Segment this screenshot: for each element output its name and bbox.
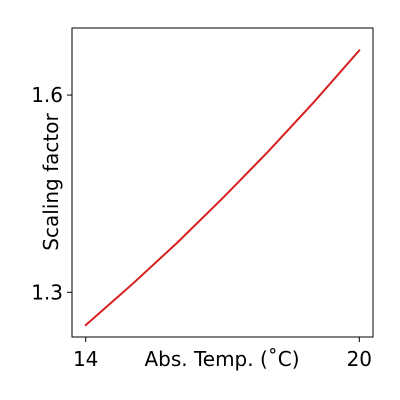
plot-area	[71, 27, 374, 338]
x-tick-label: 14	[73, 347, 98, 371]
x-axis-label: Abs. Temp. (˚C)	[144, 347, 299, 371]
y-tick-label: 1.6	[31, 83, 63, 107]
series-line-0	[84, 49, 361, 327]
y-axis-ticks: 1.3 1.6	[31, 83, 72, 304]
plot-lines	[84, 49, 361, 327]
y-tick-label: 1.3	[31, 280, 63, 304]
x-axis-ticks: 14 20	[73, 337, 372, 371]
x-tick-label: 20	[347, 347, 372, 371]
y-axis-label: Scaling factor	[39, 113, 63, 251]
